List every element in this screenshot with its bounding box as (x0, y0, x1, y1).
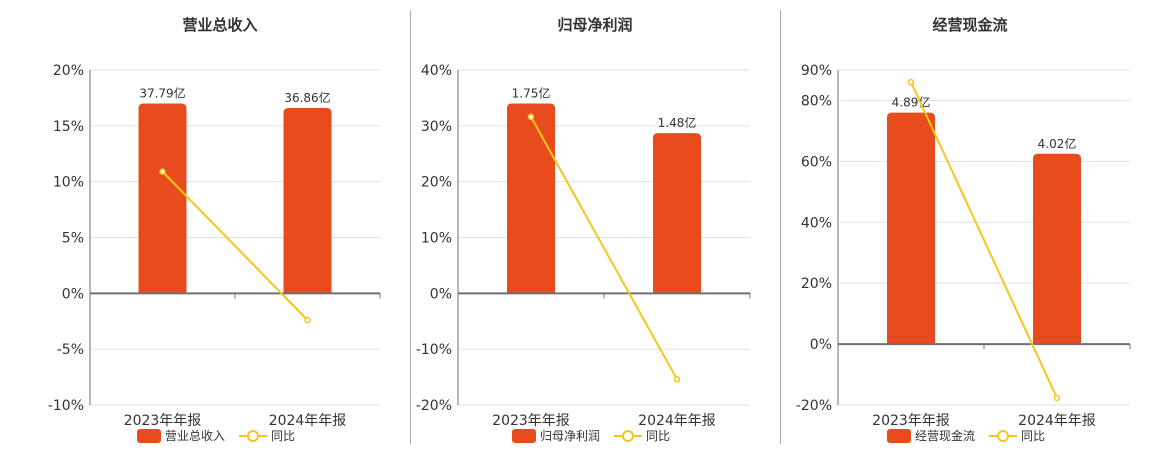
y-tick-label: 15% (53, 119, 84, 135)
y-tick-label: 0% (430, 286, 452, 302)
chart-plot: 40% 30% 20% 10% 0% -10% -20% 1.75亿 2023年年报 1.48亿 2… (416, 63, 751, 429)
line-point[interactable] (673, 376, 681, 383)
line-marker-icon (614, 429, 642, 443)
x-tick-label: 2023年年报 (492, 413, 570, 429)
line-marker-icon (239, 429, 267, 443)
bar-swatch-icon (136, 428, 161, 443)
line-point[interactable] (304, 316, 311, 324)
y-tick-label: 40% (421, 63, 452, 79)
chart-plot: 20% 15% 10% 5% 0% -5% -10% 37.79亿 2023年年报 36.86亿 2… (48, 63, 381, 429)
chart-legend: 营业总收入 同比 (40, 427, 400, 444)
y-tick-label: 20% (53, 63, 84, 79)
bar-value-label: 1.48亿 (658, 115, 697, 130)
x-tick-label: 2023年年报 (124, 413, 202, 429)
legend-label: 同比 (271, 429, 296, 443)
line-marker-icon (989, 429, 1017, 443)
chart-panel-net-profit: 归母净利润 40% 30% 20% 10% 0% -10% -20% 1.75亿 2023年年报… (410, 0, 780, 450)
yoy-line (161, 170, 309, 321)
y-tick-label: 80% (801, 93, 832, 109)
x-tick-label: 2024年年报 (1018, 413, 1096, 429)
bar-value-label: 36.86亿 (284, 90, 330, 105)
chart-title: 营业总收入 (182, 16, 258, 34)
y-tick-label: -10% (48, 398, 84, 414)
bar-value-label: 4.02亿 (1038, 136, 1077, 151)
x-tick-label: 2024年年报 (269, 413, 347, 429)
legend-item-line[interactable]: 同比 (614, 427, 670, 444)
legend-label: 经营现金流 (914, 429, 975, 443)
legend-label: 归母净利润 (539, 429, 600, 443)
y-tick-label: 90% (801, 63, 832, 79)
y-tick-label: 40% (801, 215, 832, 231)
bar[interactable] (138, 103, 187, 294)
y-tick-label: 30% (421, 119, 452, 135)
y-tick-label: -5% (57, 342, 84, 358)
legend-item-bar[interactable]: 营业总收入 (136, 427, 225, 444)
chart-plot: 90% 80% 60% 40% 20% 0% -20% 4.89亿 2023年年报 4.02亿 20… (796, 63, 1131, 429)
bar[interactable] (507, 103, 555, 294)
bar-swatch-icon (886, 428, 911, 443)
line-point[interactable] (159, 168, 166, 175)
panel-divider (780, 10, 781, 444)
line-point[interactable] (1053, 394, 1061, 402)
line-point[interactable] (907, 78, 915, 86)
legend-label: 营业总收入 (164, 429, 225, 443)
legend-label: 同比 (646, 429, 671, 443)
chart-panel-operating-cash-flow: 经营现金流 90% 80% 60% 40% 20% 0% -20% 4.89亿 2023年年报 4… (780, 0, 1160, 450)
bar[interactable] (653, 133, 701, 294)
y-tick-label: 0% (62, 286, 84, 302)
x-tick-label: 2024年年报 (638, 413, 716, 429)
y-tick-label: -10% (416, 342, 452, 358)
y-tick-label: 20% (421, 175, 452, 191)
y-tick-label: 60% (801, 154, 832, 170)
chart-panel-revenue: 营业总收入 20% 15% 10% 5% 0% -5% -10% 37.79亿 2023年年报 3… (40, 0, 400, 450)
legend-item-line[interactable]: 同比 (239, 427, 295, 444)
chart-title: 归母净利润 (557, 16, 633, 34)
y-tick-label: 0% (810, 337, 832, 353)
legend-item-bar[interactable]: 经营现金流 (886, 427, 975, 444)
legend-item-bar[interactable]: 归母净利润 (511, 427, 600, 444)
y-tick-label: 20% (801, 276, 832, 292)
chart-title: 经营现金流 (932, 16, 1008, 34)
y-tick-label: -20% (416, 398, 452, 414)
y-tick-label: 10% (421, 231, 452, 247)
legend-label: 同比 (1021, 429, 1046, 443)
bar[interactable] (283, 107, 332, 294)
yoy-line (530, 116, 678, 380)
bar-value-label: 1.75亿 (512, 86, 551, 101)
y-tick-label: -20% (796, 398, 832, 414)
bar-value-label: 4.89亿 (892, 95, 931, 110)
yoy-line (910, 81, 1058, 399)
panel-divider (410, 10, 411, 444)
y-tick-label: 10% (53, 175, 84, 191)
chart-legend: 归母净利润 同比 (410, 427, 780, 444)
chart-legend: 经营现金流 同比 (780, 427, 1160, 444)
line-point[interactable] (527, 113, 535, 121)
bar-value-label: 37.79亿 (139, 86, 185, 101)
x-tick-label: 2023年年报 (872, 413, 950, 429)
bar[interactable] (887, 112, 935, 345)
legend-item-line[interactable]: 同比 (989, 427, 1045, 444)
bar-swatch-icon (511, 428, 536, 443)
bar[interactable] (1033, 153, 1081, 345)
y-tick-label: 5% (62, 231, 84, 247)
